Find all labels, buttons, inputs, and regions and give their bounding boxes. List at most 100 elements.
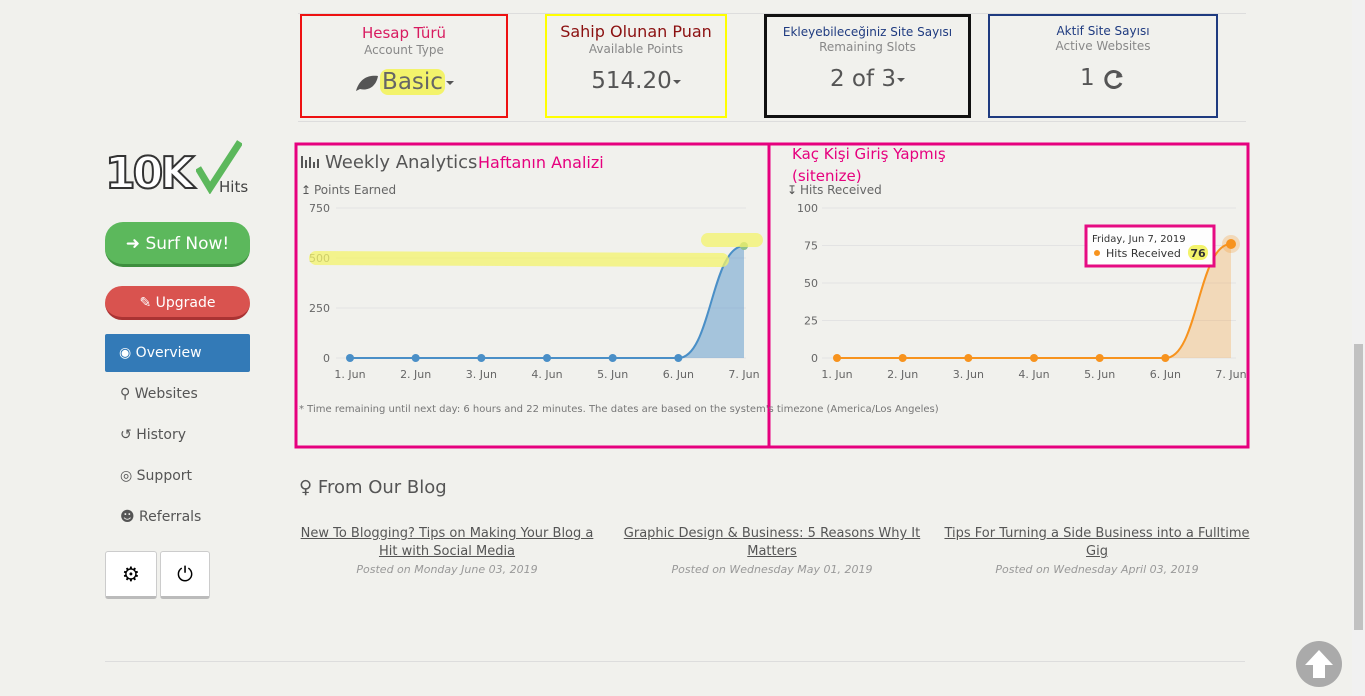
scroll-thumb[interactable]: [1354, 344, 1363, 630]
leaf-icon: [356, 75, 379, 91]
logo[interactable]: 10K: [104, 147, 195, 200]
x-tick-label: 4. Jun: [1018, 368, 1049, 381]
highlight: [1188, 245, 1208, 260]
tooltip-value: 76: [1190, 247, 1206, 260]
area: [350, 246, 744, 358]
x-tick-label: 7. Jun: [728, 368, 759, 381]
x-tick-label: 4. Jun: [531, 368, 562, 381]
card: Hesap Türü Account Type Basic: [300, 14, 508, 118]
card-value: Basic: [302, 69, 506, 95]
bar-icon: [301, 156, 319, 168]
x-tick-label: 6. Jun: [1150, 368, 1181, 381]
x-tick-label: 7. Jun: [1215, 368, 1246, 381]
post: New To Blogging? Tips on Making Your Blo…: [292, 525, 602, 576]
annotation: Hesap Türü: [361, 24, 447, 42]
tooltip-name: Hits Received: [1106, 247, 1181, 260]
y-tick-label: 0: [811, 352, 818, 365]
annotation: Aktif Site Sayısı: [1056, 24, 1150, 38]
chart-title: Hits Received: [800, 183, 882, 197]
card: Aktif Site Sayısı Active Websites 1: [988, 14, 1218, 118]
logout-button[interactable]: ⏻: [160, 551, 210, 599]
surf-button[interactable]: ➜ Surf Now!: [105, 222, 250, 267]
refresh-icon[interactable]: [1102, 68, 1126, 90]
title-icon: ↧: [787, 183, 797, 197]
tooltip-date: Friday, Jun 7, 2019: [1092, 234, 1186, 245]
menu-active[interactable]: ◉ Overview: [105, 334, 250, 372]
x-tick-label: 5. Jun: [597, 368, 628, 381]
y-tick-label: 250: [309, 302, 330, 315]
card-value[interactable]: 2 of 3: [767, 66, 968, 92]
marker: [608, 354, 617, 362]
card-label: Account Type: [364, 43, 444, 57]
y-tick-label: 0: [323, 352, 330, 365]
card-label: Available Points: [588, 42, 684, 56]
divider: [298, 13, 1246, 14]
post-title[interactable]: Tips For Turning a Side Business into a …: [944, 526, 1250, 559]
settings-button[interactable]: ⚙: [105, 551, 157, 599]
marker: [898, 354, 907, 362]
menu-item[interactable]: ↺ History: [120, 427, 186, 443]
x-tick-label: 1. Jun: [821, 368, 852, 381]
card-value[interactable]: 514.20: [547, 68, 725, 94]
post: Graphic Design & Business: 5 Reasons Why…: [617, 525, 927, 576]
menu-item[interactable]: ◎ Support: [120, 468, 193, 484]
marker: [1161, 354, 1170, 362]
card-value: 1: [990, 65, 1216, 91]
marker: [964, 354, 973, 362]
button-text: Upgrade: [155, 295, 216, 311]
footnote: * Time remaining until next day: 6 hours…: [299, 404, 939, 415]
logo-check: [196, 140, 242, 194]
annotation: Ekleyebileceğiniz Site Sayısı: [782, 25, 953, 39]
x-tick-label: 6. Jun: [663, 368, 694, 381]
tooltip-dot: [1094, 250, 1100, 256]
post-date: Posted on Wednesday April 03, 2019: [995, 563, 1199, 576]
post-title[interactable]: Graphic Design & Business: 5 Reasons Why…: [623, 526, 921, 559]
sites-value: 1: [1080, 65, 1095, 91]
slots-value: 2 of 3: [829, 66, 897, 92]
logo-sub: Hits: [219, 178, 249, 196]
marker: [477, 354, 486, 362]
points-value: 514.20: [591, 68, 672, 94]
x-tick-label: 5. Jun: [1084, 368, 1115, 381]
highlight: [309, 251, 729, 267]
card: Sahip Olunan Puan Available Points 514.2…: [545, 14, 727, 118]
menu-text: Support: [136, 468, 193, 484]
post-date: Posted on Wednesday May 01, 2019: [671, 563, 873, 576]
upgrade-button[interactable]: ✎ Upgrade: [105, 286, 250, 320]
post-title[interactable]: New To Blogging? Tips on Making Your Blo…: [300, 526, 594, 559]
x-tick-label: 2. Jun: [887, 368, 918, 381]
chart-title: Points Earned: [314, 183, 396, 197]
analytics-title: Weekly Analytics: [325, 152, 477, 173]
marker: [833, 354, 841, 362]
y-tick-label: 100: [797, 202, 818, 215]
scroll-top[interactable]: [1295, 640, 1343, 688]
y-tick-label: 750: [309, 202, 330, 215]
button-text: Surf Now!: [145, 234, 230, 254]
annotation: Sahip Olunan Puan: [560, 22, 712, 41]
annotation-box: [294, 142, 1250, 449]
blog-title: ♀ From Our Blog: [299, 477, 447, 498]
marker: [674, 354, 683, 362]
marker: [346, 354, 354, 362]
account-type[interactable]: Basic: [380, 69, 445, 95]
card-label: Remaining Slots: [819, 40, 916, 54]
card: Ekleyebileceğiniz Site Sayısı Remaining …: [764, 14, 971, 118]
menu-item[interactable]: ⚲ Websites: [120, 386, 198, 402]
menu-text: History: [136, 427, 186, 443]
scrollbar[interactable]: [1352, 0, 1365, 696]
menu-text: Websites: [134, 386, 198, 402]
y-tick-label: 25: [804, 315, 818, 328]
area: [837, 244, 1231, 358]
y-tick-label: 50: [804, 277, 818, 290]
post-date: Posted on Monday June 03, 2019: [356, 563, 538, 576]
marker: [1226, 239, 1236, 249]
blog-title-text: From Our Blog: [317, 477, 447, 498]
post: Tips For Turning a Side Business into a …: [942, 525, 1252, 576]
x-tick-label: 2. Jun: [400, 368, 431, 381]
x-tick-label: 1. Jun: [334, 368, 365, 381]
menu-item[interactable]: ☻ Referrals: [120, 509, 202, 525]
x-tick-label: 3. Jun: [466, 368, 497, 381]
annotation: Haftanın Analizi: [478, 153, 604, 172]
